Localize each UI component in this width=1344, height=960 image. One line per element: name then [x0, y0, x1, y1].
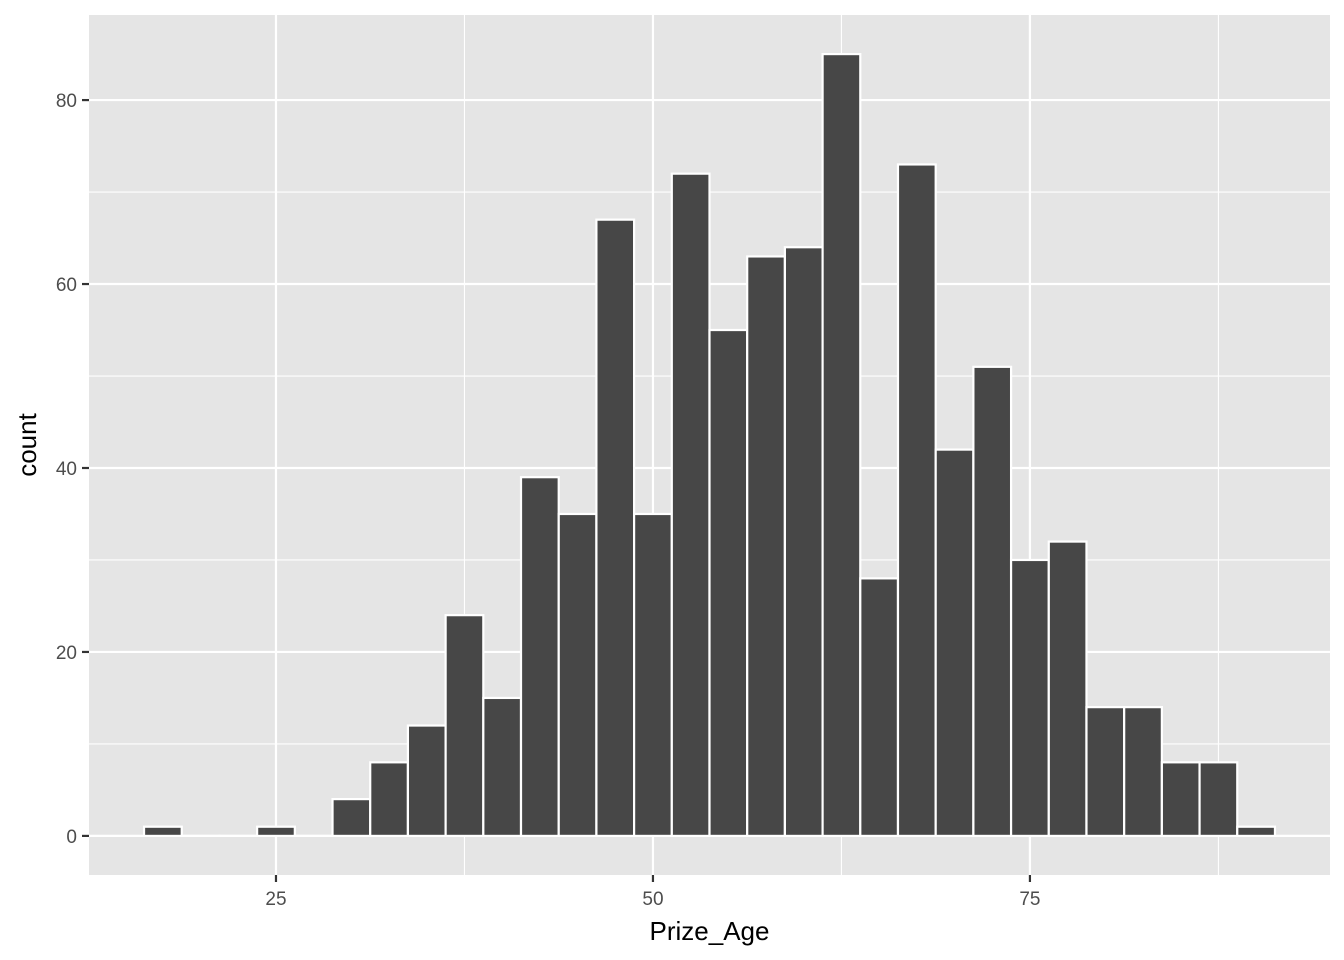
histogram-bar: [1198, 761, 1239, 838]
histogram-bar: [482, 696, 523, 838]
y-tick-label: 0: [66, 827, 77, 848]
histogram-bar: [708, 328, 749, 838]
y-axis-title: count: [12, 412, 42, 476]
histogram-bar: [1047, 540, 1088, 838]
histogram-bar: [142, 825, 183, 838]
histogram-bar: [1123, 706, 1163, 838]
histogram-bar: [595, 218, 636, 838]
histogram-bar: [1236, 825, 1277, 838]
histogram-bar: [633, 512, 673, 838]
histogram-bar: [934, 448, 975, 838]
histogram-bar: [557, 512, 598, 838]
histogram-bar: [972, 365, 1013, 838]
x-axis-title: Prize_Age: [650, 916, 770, 946]
histogram-bar: [859, 577, 900, 838]
x-tick-label: 25: [265, 889, 286, 910]
histogram-bar: [444, 614, 485, 838]
histogram-bar: [1009, 558, 1050, 838]
histogram-bar: [1160, 761, 1201, 838]
histogram-bar: [746, 255, 786, 838]
histogram-bar: [256, 825, 296, 838]
histogram-bar: [670, 172, 711, 838]
y-axis-ticks: 0 20 40 60 80: [56, 91, 89, 848]
x-tick-label: 50: [642, 889, 663, 910]
histogram-bar: [821, 52, 862, 838]
histogram-bar: [1085, 706, 1126, 838]
histogram-bar: [783, 246, 824, 838]
y-tick-label: 80: [56, 91, 77, 112]
histogram-bar: [406, 724, 447, 838]
histogram-bars: [142, 52, 1277, 838]
histogram-bar: [331, 798, 372, 838]
y-tick-label: 20: [56, 643, 77, 664]
histogram-bar: [519, 476, 560, 838]
histogram-bar: [369, 761, 410, 838]
y-tick-label: 40: [56, 459, 77, 480]
histogram-bar: [896, 163, 937, 838]
x-tick-label: 75: [1019, 889, 1040, 910]
x-axis-ticks: 25 50 75: [265, 875, 1040, 910]
y-tick-label: 60: [56, 275, 77, 296]
